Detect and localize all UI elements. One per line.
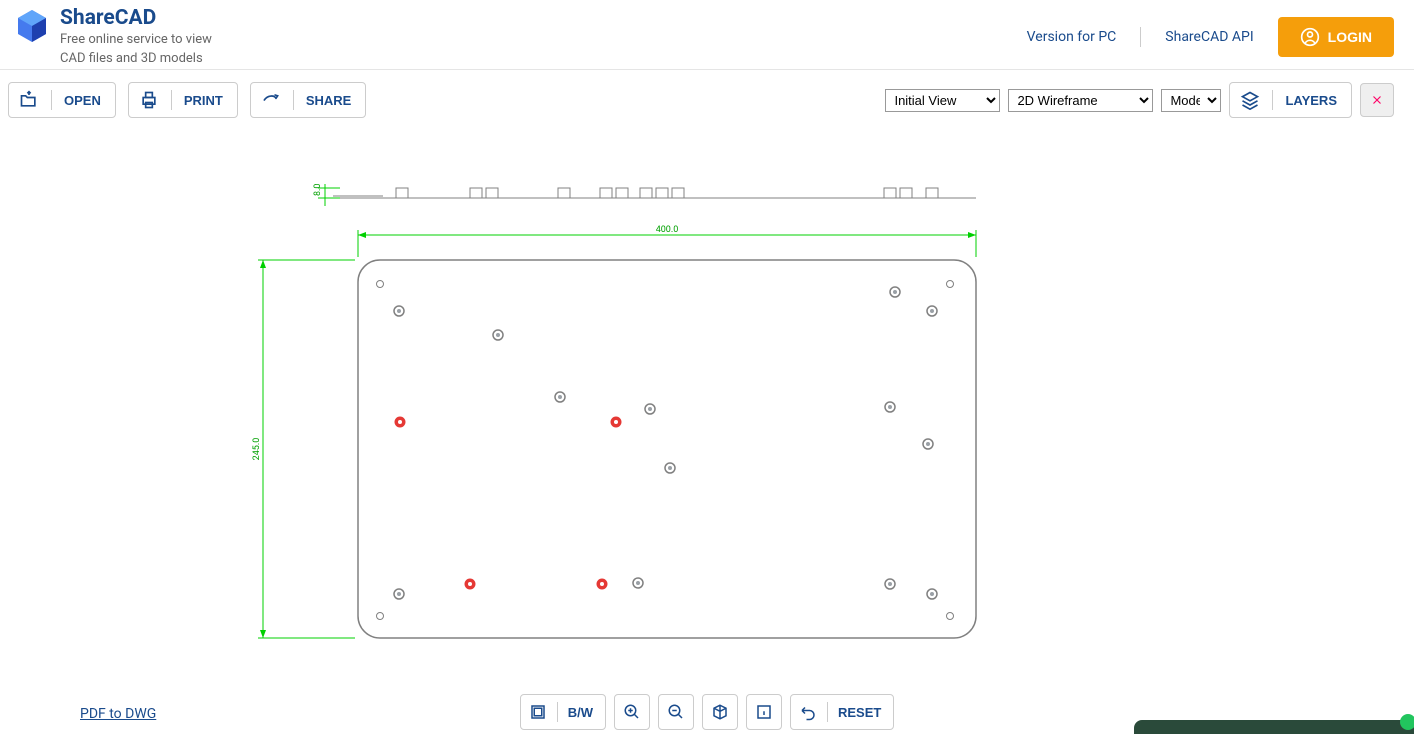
cad-drawing: 8.0 400.0 245.0 — [0, 130, 1414, 690]
pdf-to-dwg-link[interactable]: PDF to DWG — [80, 706, 156, 722]
toolbar: OPEN PRINT SHARE Initial View 2D Wirefra… — [0, 70, 1414, 130]
share-button[interactable]: SHARE — [250, 82, 367, 118]
print-icon — [139, 90, 159, 110]
zoom-extents-button[interactable] — [702, 694, 738, 730]
brand-subtitle-2: CAD files and 3D models — [60, 51, 212, 68]
toolbar-left: OPEN PRINT SHARE — [8, 82, 366, 118]
layers-icon — [1240, 90, 1260, 110]
open-button[interactable]: OPEN — [8, 82, 116, 118]
login-button[interactable]: LOGIN — [1278, 17, 1394, 57]
reset-button[interactable]: RESET — [790, 694, 894, 730]
bottom-bar: PDF to DWG B/W RESET — [0, 690, 1414, 734]
contrast-icon — [529, 703, 547, 721]
close-button[interactable] — [1360, 83, 1394, 117]
brand-title: ShareCAD — [60, 6, 212, 30]
info-icon — [755, 703, 773, 721]
svg-text:245.0: 245.0 — [252, 438, 262, 461]
share-label: SHARE — [306, 93, 352, 108]
cube-icon — [711, 703, 729, 721]
zoom-out-button[interactable] — [658, 694, 694, 730]
open-label: OPEN — [64, 93, 101, 108]
zoom-in-button[interactable] — [614, 694, 650, 730]
link-api[interactable]: ShareCAD API — [1165, 29, 1253, 45]
bw-label: B/W — [568, 705, 593, 720]
reset-label: RESET — [838, 705, 881, 720]
bottom-tools: B/W RESET — [520, 694, 895, 730]
brand-logo-icon — [12, 6, 52, 46]
user-icon — [1300, 27, 1320, 47]
zoom-out-icon — [667, 703, 685, 721]
close-icon — [1370, 93, 1384, 107]
chat-tab[interactable] — [1134, 720, 1414, 734]
undo-icon — [799, 703, 817, 721]
layers-button[interactable]: LAYERS — [1229, 82, 1352, 118]
zoom-in-icon — [623, 703, 641, 721]
print-label: PRINT — [184, 93, 223, 108]
bw-button[interactable]: B/W — [520, 694, 606, 730]
svg-text:8.0: 8.0 — [313, 184, 323, 197]
bottom-left: PDF to DWG — [80, 703, 156, 722]
view-select[interactable]: Initial View — [885, 89, 1000, 112]
space-select[interactable]: Model — [1161, 89, 1221, 112]
svg-text:400.0: 400.0 — [656, 225, 679, 235]
header: ShareCAD Free online service to view CAD… — [0, 0, 1414, 70]
print-button[interactable]: PRINT — [128, 82, 238, 118]
info-button[interactable] — [746, 694, 782, 730]
brand: ShareCAD Free online service to view CAD… — [12, 6, 212, 68]
header-right: Version for PC ShareCAD API LOGIN — [1027, 17, 1394, 57]
folder-open-icon — [19, 90, 39, 110]
login-label: LOGIN — [1328, 29, 1372, 45]
divider — [1140, 27, 1141, 47]
share-icon — [261, 90, 281, 110]
canvas-area[interactable]: 8.0 400.0 245.0 — [0, 130, 1414, 690]
brand-subtitle-1: Free online service to view — [60, 32, 212, 49]
toolbar-right: Initial View 2D Wireframe Model LAYERS — [885, 82, 1394, 118]
render-select[interactable]: 2D Wireframe — [1008, 89, 1153, 112]
layers-label: LAYERS — [1285, 93, 1337, 108]
link-version-pc[interactable]: Version for PC — [1027, 29, 1117, 45]
